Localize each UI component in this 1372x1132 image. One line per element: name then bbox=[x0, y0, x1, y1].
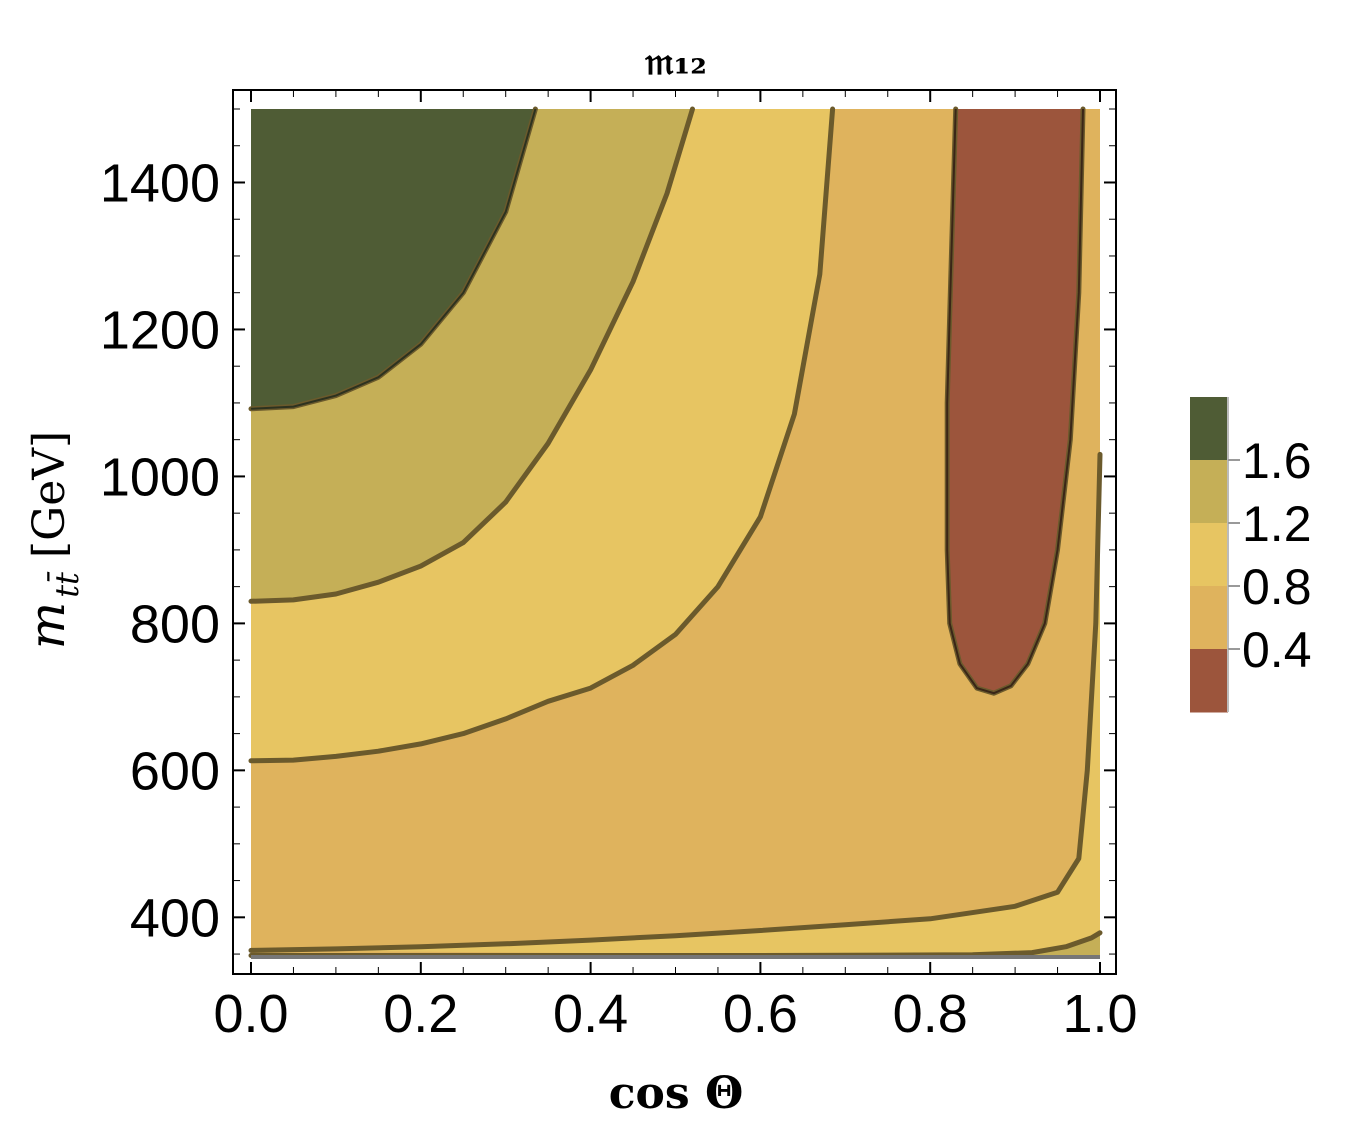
x-axis-ticks: 0.0 0.2 0.4 0.6 0.8 1.0 bbox=[213, 90, 1138, 1044]
colorbar-band bbox=[1190, 397, 1228, 461]
contour-line-2 bbox=[248, 106, 836, 764]
y-tick-label: 1000 bbox=[100, 447, 220, 507]
chart-title: 𝔪₁₂ bbox=[644, 38, 707, 83]
y-axis-ticks: 400 600 800 1000 1200 1400 bbox=[100, 153, 1116, 948]
y-tick-label: 800 bbox=[130, 594, 220, 654]
y-axis-title: m tt̄ [GeV] bbox=[18, 431, 86, 649]
colorbar-tick-label: 0.4 bbox=[1242, 622, 1312, 678]
y-axis-title-unit: [GeV] bbox=[24, 431, 75, 558]
region-below-0.4 bbox=[947, 109, 1083, 694]
contour-line-0.4-inner bbox=[946, 108, 1084, 695]
contour-line-3 bbox=[248, 451, 1103, 953]
contour-line-1.6-inner bbox=[250, 108, 537, 410]
y-tick-label: 1400 bbox=[100, 153, 220, 213]
x-tick-label: 0.4 bbox=[553, 984, 628, 1044]
y-tick-label: 600 bbox=[130, 741, 220, 801]
y-axis-title-sub: tt̄ bbox=[47, 571, 86, 597]
x-axis-title: cos Θ bbox=[609, 1068, 744, 1119]
y-axis-title-main: m bbox=[18, 602, 76, 649]
region-above-1.6 bbox=[251, 109, 536, 409]
colorbar: 1.6 1.2 0.8 0.4 bbox=[1190, 397, 1312, 713]
contour-line-1 bbox=[248, 106, 695, 604]
x-tick-label: 0.6 bbox=[723, 984, 798, 1044]
contour-regions bbox=[251, 109, 1100, 957]
plot-area: 0.0 0.2 0.4 0.6 0.8 1.0 400 600 800 1000 1200 1400 bbox=[100, 89, 1138, 1044]
colorbar-band bbox=[1190, 460, 1228, 524]
x-tick-label: 1.0 bbox=[1062, 984, 1137, 1044]
x-tick-label: 0.2 bbox=[383, 984, 458, 1044]
y-tick-label: 1200 bbox=[100, 300, 220, 360]
plot-frame bbox=[232, 89, 1117, 975]
x-tick-label: 0.8 bbox=[893, 984, 968, 1044]
colorbar-band bbox=[1190, 586, 1228, 650]
colorbar-band bbox=[1190, 523, 1228, 587]
colorbar-tick-label: 0.8 bbox=[1242, 559, 1312, 615]
y-tick-label: 400 bbox=[130, 888, 220, 948]
colorbar-tick-label: 1.6 bbox=[1242, 433, 1312, 489]
y-axis-title-text: m tt̄ [GeV] bbox=[18, 431, 86, 649]
colorbar-tick-label: 1.2 bbox=[1242, 496, 1312, 552]
x-tick-label: 0.0 bbox=[213, 984, 288, 1044]
contour-lines bbox=[248, 106, 1103, 959]
colorbar-band bbox=[1190, 649, 1228, 713]
